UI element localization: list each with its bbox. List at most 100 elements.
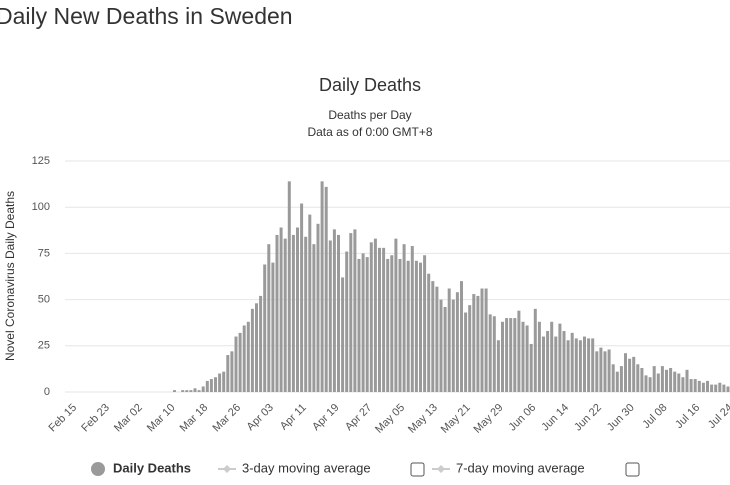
bar xyxy=(373,238,377,392)
bar xyxy=(308,214,312,392)
bar xyxy=(201,386,205,392)
bar xyxy=(394,238,398,392)
bar xyxy=(513,318,517,392)
x-tick-label: Apr 19 xyxy=(310,402,341,433)
bar xyxy=(222,371,226,392)
bar xyxy=(390,255,394,392)
page-heading: Daily New Deaths in Sweden xyxy=(0,3,293,29)
bar xyxy=(246,321,250,392)
bar xyxy=(476,295,480,392)
bar xyxy=(406,260,410,392)
bar xyxy=(726,386,730,392)
bar xyxy=(632,356,636,392)
bar xyxy=(648,377,652,392)
x-tick-label: May 21 xyxy=(439,402,473,436)
bar xyxy=(279,227,283,392)
bar xyxy=(189,390,193,392)
bar xyxy=(283,238,287,392)
x-tick-label: Apr 03 xyxy=(245,402,276,433)
bar xyxy=(300,203,304,392)
bar xyxy=(677,373,681,392)
y-tick-label: 50 xyxy=(38,294,50,306)
bar xyxy=(607,349,611,392)
bar xyxy=(562,331,566,392)
bar xyxy=(271,262,275,392)
bar xyxy=(665,369,668,392)
x-tick-label: Feb 23 xyxy=(79,402,112,435)
bar xyxy=(472,294,476,392)
bar xyxy=(402,244,406,392)
bar xyxy=(423,255,427,392)
bar xyxy=(369,242,373,392)
bar xyxy=(525,325,529,392)
legend-marker[interactable] xyxy=(91,462,105,476)
bar xyxy=(287,181,291,392)
bar xyxy=(238,332,242,392)
legend-label[interactable]: 3-day moving average xyxy=(242,460,371,475)
bar xyxy=(693,379,697,392)
bar xyxy=(619,366,623,392)
bar xyxy=(570,332,574,392)
bar xyxy=(181,390,185,392)
x-tick-label: May 13 xyxy=(406,402,440,436)
bar xyxy=(599,347,603,392)
x-tick-label: Mar 18 xyxy=(178,402,211,435)
bar xyxy=(554,336,558,392)
bar xyxy=(173,390,176,392)
bar xyxy=(714,384,718,392)
bar xyxy=(378,247,381,392)
y-tick-label: 25 xyxy=(38,340,50,352)
bar xyxy=(328,240,332,392)
bar xyxy=(460,281,463,392)
bar xyxy=(443,306,447,392)
bar xyxy=(455,292,459,392)
bar xyxy=(230,351,234,392)
bar xyxy=(706,380,709,392)
bar xyxy=(209,379,213,392)
bar xyxy=(628,358,632,392)
legend-label[interactable]: Daily Deaths xyxy=(113,460,191,475)
bar xyxy=(624,353,627,392)
bar xyxy=(267,244,271,392)
x-tick-label: Jul 24 xyxy=(706,402,730,431)
legend-checkbox[interactable] xyxy=(410,462,425,477)
bar xyxy=(669,367,673,392)
bar xyxy=(689,379,693,392)
x-tick-label: Jul 08 xyxy=(640,402,669,431)
bar xyxy=(341,277,345,392)
legend-label[interactable]: 7-day moving average xyxy=(456,460,585,475)
legend-diamond xyxy=(437,465,445,473)
bar xyxy=(353,229,357,392)
bar xyxy=(583,336,586,392)
bar xyxy=(316,223,320,392)
bar xyxy=(255,303,258,392)
bar xyxy=(324,186,328,392)
x-tick-label: Apr 11 xyxy=(278,402,309,433)
legend-diamond xyxy=(223,465,231,473)
bar xyxy=(349,233,353,392)
legend-checkbox[interactable] xyxy=(625,462,640,477)
bar xyxy=(218,373,222,392)
bar xyxy=(275,234,279,392)
bar xyxy=(214,377,217,392)
bar xyxy=(701,382,705,392)
bar xyxy=(291,234,295,392)
chart-note: Data as of 0:00 GMT+8 xyxy=(307,125,432,139)
bar xyxy=(464,312,468,392)
bar xyxy=(484,288,488,392)
x-tick-label: Apr 27 xyxy=(343,402,374,433)
bar xyxy=(382,247,386,392)
bar xyxy=(722,384,726,392)
bar xyxy=(312,244,316,392)
bar xyxy=(197,390,201,392)
bar xyxy=(492,316,496,392)
bar xyxy=(361,253,365,392)
bar xyxy=(259,295,263,392)
bar xyxy=(529,343,533,392)
bar xyxy=(550,321,554,392)
bar xyxy=(656,373,660,392)
x-tick-label: Jun 30 xyxy=(605,402,637,434)
bar xyxy=(566,340,570,392)
